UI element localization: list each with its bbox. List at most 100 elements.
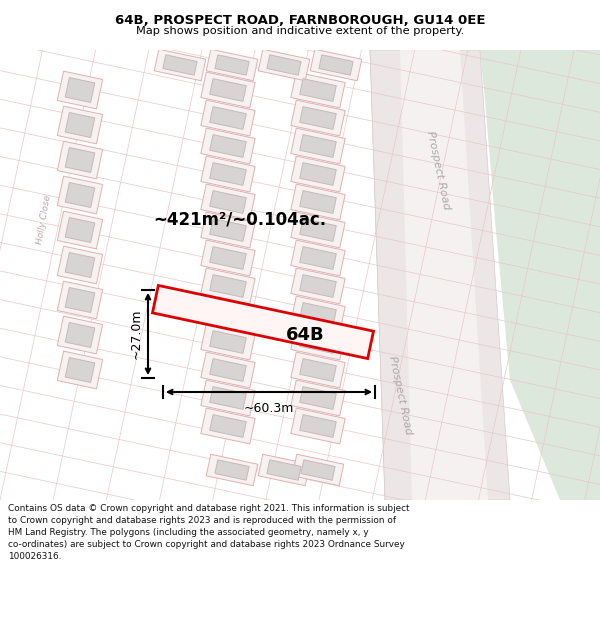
Polygon shape bbox=[300, 414, 336, 437]
Polygon shape bbox=[215, 460, 249, 480]
Polygon shape bbox=[206, 454, 258, 486]
Polygon shape bbox=[210, 107, 246, 129]
Polygon shape bbox=[210, 331, 246, 353]
Polygon shape bbox=[58, 246, 103, 284]
Polygon shape bbox=[58, 281, 103, 319]
Text: Map shows position and indicative extent of the property.: Map shows position and indicative extent… bbox=[136, 26, 464, 36]
Polygon shape bbox=[65, 148, 95, 173]
Polygon shape bbox=[291, 296, 345, 332]
Polygon shape bbox=[300, 247, 336, 269]
Polygon shape bbox=[291, 268, 345, 304]
Polygon shape bbox=[291, 380, 345, 416]
Polygon shape bbox=[210, 359, 246, 381]
Polygon shape bbox=[65, 78, 95, 102]
Polygon shape bbox=[480, 50, 600, 500]
Polygon shape bbox=[291, 72, 345, 108]
Polygon shape bbox=[310, 49, 362, 81]
Polygon shape bbox=[58, 141, 103, 179]
Polygon shape bbox=[291, 100, 345, 136]
Polygon shape bbox=[258, 49, 310, 81]
Polygon shape bbox=[210, 219, 246, 241]
Polygon shape bbox=[210, 79, 246, 101]
Polygon shape bbox=[300, 302, 336, 326]
Text: Prospect Road: Prospect Road bbox=[425, 129, 451, 211]
Polygon shape bbox=[58, 106, 103, 144]
Polygon shape bbox=[58, 176, 103, 214]
Polygon shape bbox=[300, 219, 336, 241]
Polygon shape bbox=[201, 352, 255, 388]
Polygon shape bbox=[291, 184, 345, 220]
Polygon shape bbox=[258, 454, 310, 486]
Polygon shape bbox=[300, 134, 336, 158]
Polygon shape bbox=[65, 217, 95, 242]
Text: Prospect Road: Prospect Road bbox=[387, 354, 413, 436]
Polygon shape bbox=[291, 156, 345, 192]
Polygon shape bbox=[370, 50, 510, 500]
Polygon shape bbox=[291, 408, 345, 444]
Polygon shape bbox=[300, 107, 336, 129]
Polygon shape bbox=[300, 359, 336, 381]
Polygon shape bbox=[201, 380, 255, 416]
Polygon shape bbox=[291, 352, 345, 388]
Polygon shape bbox=[58, 71, 103, 109]
Polygon shape bbox=[201, 184, 255, 220]
Polygon shape bbox=[163, 55, 197, 75]
Polygon shape bbox=[65, 112, 95, 138]
Text: 64B: 64B bbox=[286, 326, 325, 344]
Polygon shape bbox=[201, 100, 255, 136]
Polygon shape bbox=[319, 55, 353, 75]
Polygon shape bbox=[154, 49, 206, 81]
Polygon shape bbox=[201, 212, 255, 248]
Polygon shape bbox=[210, 162, 246, 186]
Polygon shape bbox=[201, 240, 255, 276]
Polygon shape bbox=[210, 274, 246, 298]
Polygon shape bbox=[300, 274, 336, 298]
Polygon shape bbox=[291, 128, 345, 164]
Polygon shape bbox=[300, 331, 336, 353]
Polygon shape bbox=[65, 253, 95, 278]
Polygon shape bbox=[201, 296, 255, 332]
Polygon shape bbox=[65, 288, 95, 312]
Polygon shape bbox=[291, 240, 345, 276]
Text: ~60.3m: ~60.3m bbox=[244, 402, 294, 415]
Polygon shape bbox=[210, 191, 246, 213]
Polygon shape bbox=[300, 191, 336, 213]
Polygon shape bbox=[152, 286, 374, 359]
Polygon shape bbox=[210, 302, 246, 326]
Text: Holly Close: Holly Close bbox=[35, 194, 53, 246]
Polygon shape bbox=[210, 387, 246, 409]
Polygon shape bbox=[400, 50, 488, 500]
Polygon shape bbox=[370, 50, 455, 500]
Polygon shape bbox=[301, 460, 335, 480]
Polygon shape bbox=[430, 50, 510, 500]
Polygon shape bbox=[210, 134, 246, 158]
Polygon shape bbox=[58, 211, 103, 249]
Polygon shape bbox=[65, 357, 95, 382]
Text: ~27.0m: ~27.0m bbox=[130, 309, 143, 359]
Polygon shape bbox=[267, 460, 301, 480]
Text: 64B, PROSPECT ROAD, FARNBOROUGH, GU14 0EE: 64B, PROSPECT ROAD, FARNBOROUGH, GU14 0E… bbox=[115, 14, 485, 27]
Polygon shape bbox=[300, 162, 336, 186]
Polygon shape bbox=[291, 212, 345, 248]
Polygon shape bbox=[291, 324, 345, 360]
Polygon shape bbox=[58, 316, 103, 354]
Polygon shape bbox=[292, 454, 344, 486]
Text: ~421m²/~0.104ac.: ~421m²/~0.104ac. bbox=[154, 211, 326, 229]
Text: Contains OS data © Crown copyright and database right 2021. This information is : Contains OS data © Crown copyright and d… bbox=[8, 504, 409, 561]
Polygon shape bbox=[201, 268, 255, 304]
Polygon shape bbox=[65, 182, 95, 208]
Polygon shape bbox=[206, 49, 258, 81]
Polygon shape bbox=[201, 128, 255, 164]
Polygon shape bbox=[210, 414, 246, 437]
Polygon shape bbox=[300, 387, 336, 409]
Polygon shape bbox=[58, 351, 103, 389]
Polygon shape bbox=[210, 247, 246, 269]
Polygon shape bbox=[215, 55, 249, 75]
Polygon shape bbox=[65, 322, 95, 348]
Polygon shape bbox=[201, 324, 255, 360]
Polygon shape bbox=[267, 55, 301, 75]
Polygon shape bbox=[300, 79, 336, 101]
Polygon shape bbox=[201, 156, 255, 192]
Polygon shape bbox=[201, 408, 255, 444]
Polygon shape bbox=[201, 72, 255, 108]
